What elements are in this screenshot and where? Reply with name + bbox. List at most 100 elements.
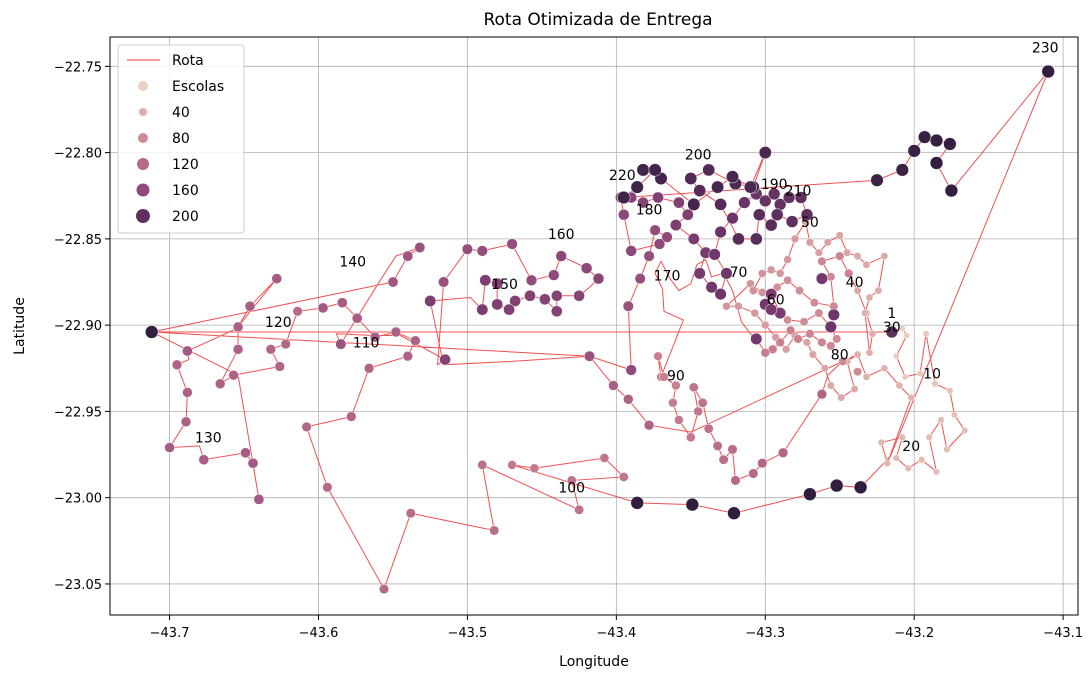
school-point-97 <box>659 372 669 382</box>
school-point-163 <box>758 146 772 160</box>
school-point-167 <box>687 197 701 211</box>
school-point-175 <box>907 144 921 158</box>
annotation-130: 130 <box>195 431 222 447</box>
annotation-1: 1 <box>887 306 896 322</box>
school-point-116 <box>608 380 619 391</box>
y-axis-label: Latitude <box>12 297 28 355</box>
school-point-51 <box>853 286 862 295</box>
legend-escolas-label: Escolas <box>172 79 224 95</box>
annotation-90: 90 <box>667 368 685 384</box>
school-point-211 <box>265 344 276 355</box>
school-point-212 <box>274 361 285 372</box>
school-point-64 <box>814 248 823 257</box>
annotation-110: 110 <box>353 336 380 352</box>
school-point-253 <box>476 303 489 316</box>
school-point-249 <box>503 303 516 316</box>
school-point-37 <box>750 308 760 318</box>
school-point-174 <box>895 163 909 177</box>
legend-escolas-swatch <box>138 81 148 91</box>
school-point-106 <box>712 440 723 451</box>
school-point-22 <box>895 381 904 390</box>
school-point-13 <box>925 433 933 441</box>
school-point-159 <box>684 172 698 185</box>
school-point-254 <box>424 295 437 307</box>
school-point-244 <box>550 289 563 302</box>
school-point-63 <box>823 238 832 247</box>
annotation-50: 50 <box>801 215 819 231</box>
school-point-42 <box>772 282 782 292</box>
annotation-120: 120 <box>265 315 292 331</box>
school-point-111 <box>757 458 768 469</box>
y-tick-label-4: −22.95 <box>54 405 102 420</box>
school-point-170 <box>648 163 662 177</box>
school-point-196 <box>405 508 416 519</box>
school-point-104 <box>697 397 708 408</box>
school-point-21 <box>907 393 915 402</box>
school-point-12 <box>937 416 945 424</box>
school-point-177 <box>929 133 944 148</box>
school-point-31 <box>808 350 817 359</box>
school-point-92 <box>827 308 840 321</box>
school-point-105 <box>703 423 714 434</box>
school-point-194 <box>477 459 488 470</box>
school-point-183 <box>829 478 844 493</box>
school-point-65 <box>805 238 815 247</box>
school-point-246 <box>539 293 551 306</box>
school-point-165 <box>725 170 740 184</box>
school-point-94 <box>853 367 863 377</box>
school-point-250 <box>491 298 504 311</box>
school-point-77 <box>814 308 824 318</box>
school-point-101 <box>686 432 696 443</box>
school-point-71 <box>757 269 767 278</box>
school-point-67 <box>790 234 800 244</box>
school-point-164 <box>743 180 757 194</box>
school-point-32 <box>802 338 812 347</box>
school-point-115 <box>623 394 634 405</box>
school-point-130 <box>652 191 664 204</box>
school-point-50 <box>844 268 854 279</box>
school-point-41 <box>757 288 767 297</box>
school-point-100 <box>674 415 684 425</box>
school-point-240 <box>555 250 567 262</box>
school-point-166 <box>711 180 725 194</box>
school-point-197 <box>378 584 390 595</box>
school-point-23 <box>880 364 889 373</box>
school-point-18 <box>898 433 906 441</box>
school-point-176 <box>917 130 932 144</box>
school-point-218 <box>271 273 283 284</box>
school-point-25 <box>853 350 862 359</box>
school-point-39 <box>722 301 731 311</box>
annotation-70: 70 <box>730 265 748 281</box>
school-point-68 <box>783 255 792 264</box>
school-point-153 <box>764 218 778 232</box>
school-point-189 <box>529 463 540 474</box>
x-tick-label-6: −43.1 <box>1043 626 1083 641</box>
school-point-96 <box>653 351 663 361</box>
legend-box <box>117 44 245 234</box>
school-point-126 <box>618 208 630 221</box>
annotation-230: 230 <box>1032 41 1059 57</box>
school-point-11 <box>943 445 951 453</box>
school-point-80 <box>826 341 836 351</box>
school-point-149 <box>794 191 808 204</box>
school-point-226 <box>247 457 259 469</box>
school-point-198 <box>322 482 333 493</box>
school-point-59 <box>862 260 871 269</box>
chart-title: Rota Otimizada de Entrega <box>483 10 712 30</box>
school-point-193 <box>574 504 585 515</box>
school-point-99 <box>668 398 678 408</box>
school-point-233 <box>439 353 451 366</box>
school-point-58 <box>880 252 889 261</box>
school-point-34 <box>781 345 791 354</box>
legend-level-160-label: 160 <box>172 183 199 199</box>
school-point-242 <box>592 272 605 285</box>
school-point-61 <box>843 248 852 257</box>
school-point-85 <box>775 337 785 348</box>
school-point-154 <box>752 208 766 222</box>
school-point-152 <box>770 208 784 221</box>
school-point-146 <box>767 187 781 201</box>
school-point-230 <box>402 250 414 262</box>
school-point-114 <box>643 420 655 431</box>
school-point-129 <box>637 196 649 209</box>
